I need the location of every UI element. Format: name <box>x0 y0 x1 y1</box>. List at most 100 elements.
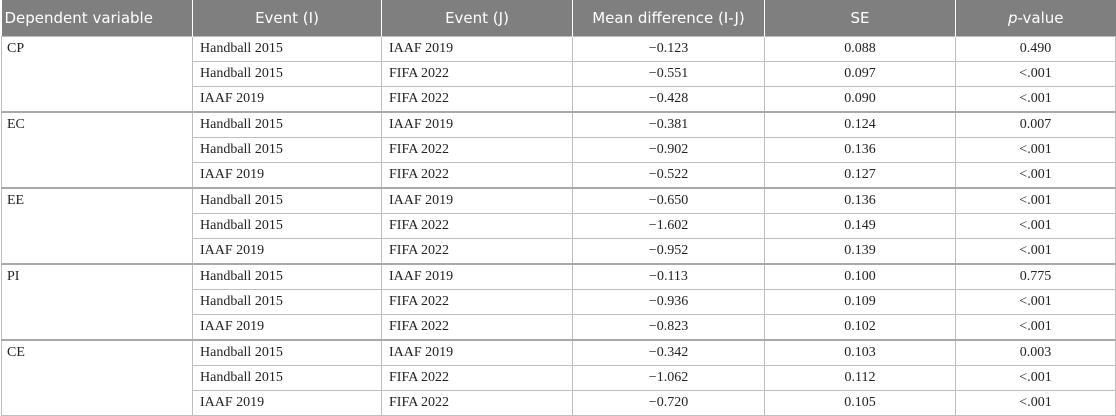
header-mean-difference: Mean difference (I-J) <box>572 0 765 37</box>
mean-difference-cell: −0.650 <box>572 187 765 214</box>
table-row: Handball 2015 FIFA 2022 −1.602 0.149 <.001 <box>2 213 1116 239</box>
table-row: Handball 2015 FIFA 2022 −1.062 0.112 <.001 <box>2 365 1116 391</box>
event-j-cell: FIFA 2022 <box>381 314 573 341</box>
event-i-cell: IAAF 2019 <box>192 238 382 265</box>
p-value-cell: <.001 <box>955 137 1116 163</box>
event-i-cell: IAAF 2019 <box>192 162 382 189</box>
se-cell: 0.109 <box>764 289 956 315</box>
p-value-cell: <.001 <box>955 213 1116 239</box>
event-j-cell: FIFA 2022 <box>381 61 573 87</box>
event-i-cell: Handball 2015 <box>192 111 382 138</box>
mean-difference-cell: −0.113 <box>572 263 765 290</box>
mean-difference-cell: −0.123 <box>572 36 765 62</box>
header-event-j: Event (J) <box>381 0 573 37</box>
se-cell: 0.112 <box>764 365 956 391</box>
event-j-cell: FIFA 2022 <box>381 137 573 163</box>
se-cell: 0.090 <box>764 86 956 113</box>
dependent-variable-cell: CP <box>1 36 193 113</box>
event-j-cell: IAAF 2019 <box>381 339 573 366</box>
se-cell: 0.127 <box>764 162 956 189</box>
table-header: Dependent variable Event (I) Event (J) M… <box>1 0 1116 37</box>
mean-difference-cell: −1.062 <box>572 365 765 391</box>
event-j-cell: IAAF 2019 <box>381 263 573 290</box>
event-i-cell: Handball 2015 <box>192 36 382 62</box>
p-value-cell: <.001 <box>955 61 1116 87</box>
mean-difference-cell: −0.342 <box>572 339 765 366</box>
mean-difference-cell: −0.522 <box>572 162 765 189</box>
header-se: SE <box>764 0 956 37</box>
event-i-cell: Handball 2015 <box>192 137 382 163</box>
mean-difference-cell: −0.823 <box>572 314 765 341</box>
event-j-cell: FIFA 2022 <box>381 390 573 416</box>
p-value-cell: <.001 <box>955 238 1116 265</box>
event-i-cell: Handball 2015 <box>192 339 382 366</box>
dependent-variable-cell: CE <box>1 339 193 416</box>
table-row: PI Handball 2015 IAAF 2019 −0.113 0.100 0.775 <box>1 263 1116 341</box>
event-j-cell: IAAF 2019 <box>381 187 573 214</box>
event-j-cell: FIFA 2022 <box>381 86 573 113</box>
p-value-cell: <.001 <box>955 390 1116 416</box>
se-cell: 0.136 <box>764 187 956 214</box>
p-value-cell: 0.007 <box>955 111 1116 138</box>
mean-difference-cell: −0.902 <box>572 137 765 163</box>
event-j-cell: FIFA 2022 <box>381 365 573 391</box>
p-value-cell: <.001 <box>955 365 1116 391</box>
event-j-cell: IAAF 2019 <box>381 111 573 138</box>
event-j-cell: IAAF 2019 <box>381 36 573 62</box>
event-i-cell: IAAF 2019 <box>192 390 382 416</box>
se-cell: 0.102 <box>764 314 956 341</box>
table-row: EC Handball 2015 IAAF 2019 −0.381 0.124 0.007 <box>1 111 1116 189</box>
dependent-variable-cell: PI <box>1 263 193 341</box>
event-i-cell: Handball 2015 <box>192 61 382 87</box>
event-j-cell: FIFA 2022 <box>381 213 573 239</box>
table-body: CP Handball 2015 IAAF 2019 −0.123 0.088 0.490… <box>1 36 1116 416</box>
dependent-variable-cell: EE <box>1 187 193 265</box>
se-cell: 0.105 <box>764 390 956 416</box>
dependent-variable-cell: EC <box>1 111 193 189</box>
table-row: IAAF 2019 FIFA 2022 −0.952 0.139 <.001 <box>2 238 1116 265</box>
se-cell: 0.139 <box>764 238 956 265</box>
p-value-cell: 0.003 <box>955 339 1116 366</box>
mean-difference-cell: −0.381 <box>572 111 765 138</box>
p-value-cell: 0.775 <box>955 263 1116 290</box>
p-value-cell: 0.490 <box>955 36 1116 62</box>
header-p-italic: p <box>1007 9 1018 27</box>
p-value-cell: <.001 <box>955 289 1116 315</box>
se-cell: 0.100 <box>764 263 956 290</box>
p-value-cell: <.001 <box>955 314 1116 341</box>
event-i-cell: Handball 2015 <box>192 187 382 214</box>
table-row: CP Handball 2015 IAAF 2019 −0.123 0.088 0.490 <box>1 36 1116 113</box>
event-j-cell: FIFA 2022 <box>381 238 573 265</box>
table-row: EE Handball 2015 IAAF 2019 −0.650 0.136 <.001 <box>1 187 1116 265</box>
se-cell: 0.136 <box>764 137 956 163</box>
mean-difference-cell: −0.428 <box>572 86 765 113</box>
event-i-cell: Handball 2015 <box>192 263 382 290</box>
mean-difference-cell: −0.952 <box>572 238 765 265</box>
header-p-suffix: -value <box>1017 9 1064 27</box>
table-row: Handball 2015 FIFA 2022 −0.551 0.097 <.001 <box>2 61 1116 87</box>
mean-difference-cell: −0.936 <box>572 289 765 315</box>
event-i-cell: Handball 2015 <box>192 213 382 239</box>
event-i-cell: IAAF 2019 <box>192 86 382 113</box>
se-cell: 0.103 <box>764 339 956 366</box>
header-p-value: p-value <box>955 0 1116 37</box>
p-value-cell: <.001 <box>955 162 1116 189</box>
event-i-cell: IAAF 2019 <box>192 314 382 341</box>
table-row: Handball 2015 FIFA 2022 −0.936 0.109 <.001 <box>2 289 1116 315</box>
se-cell: 0.097 <box>764 61 956 87</box>
header-dependent-variable: Dependent variable <box>1 0 193 37</box>
p-value-cell: <.001 <box>955 86 1116 113</box>
mean-difference-cell: −0.551 <box>572 61 765 87</box>
mean-difference-cell: −1.602 <box>572 213 765 239</box>
event-j-cell: FIFA 2022 <box>381 289 573 315</box>
se-cell: 0.124 <box>764 111 956 138</box>
table-row: IAAF 2019 FIFA 2022 −0.428 0.090 <.001 <box>2 86 1116 113</box>
event-j-cell: FIFA 2022 <box>381 162 573 189</box>
se-cell: 0.149 <box>764 213 956 239</box>
se-cell: 0.088 <box>764 36 956 62</box>
header-row: Dependent variable Event (I) Event (J) M… <box>1 0 1116 37</box>
table-row: Handball 2015 FIFA 2022 −0.902 0.136 <.001 <box>2 137 1116 163</box>
mean-difference-cell: −0.720 <box>572 390 765 416</box>
table-row: IAAF 2019 FIFA 2022 −0.522 0.127 <.001 <box>2 162 1116 189</box>
